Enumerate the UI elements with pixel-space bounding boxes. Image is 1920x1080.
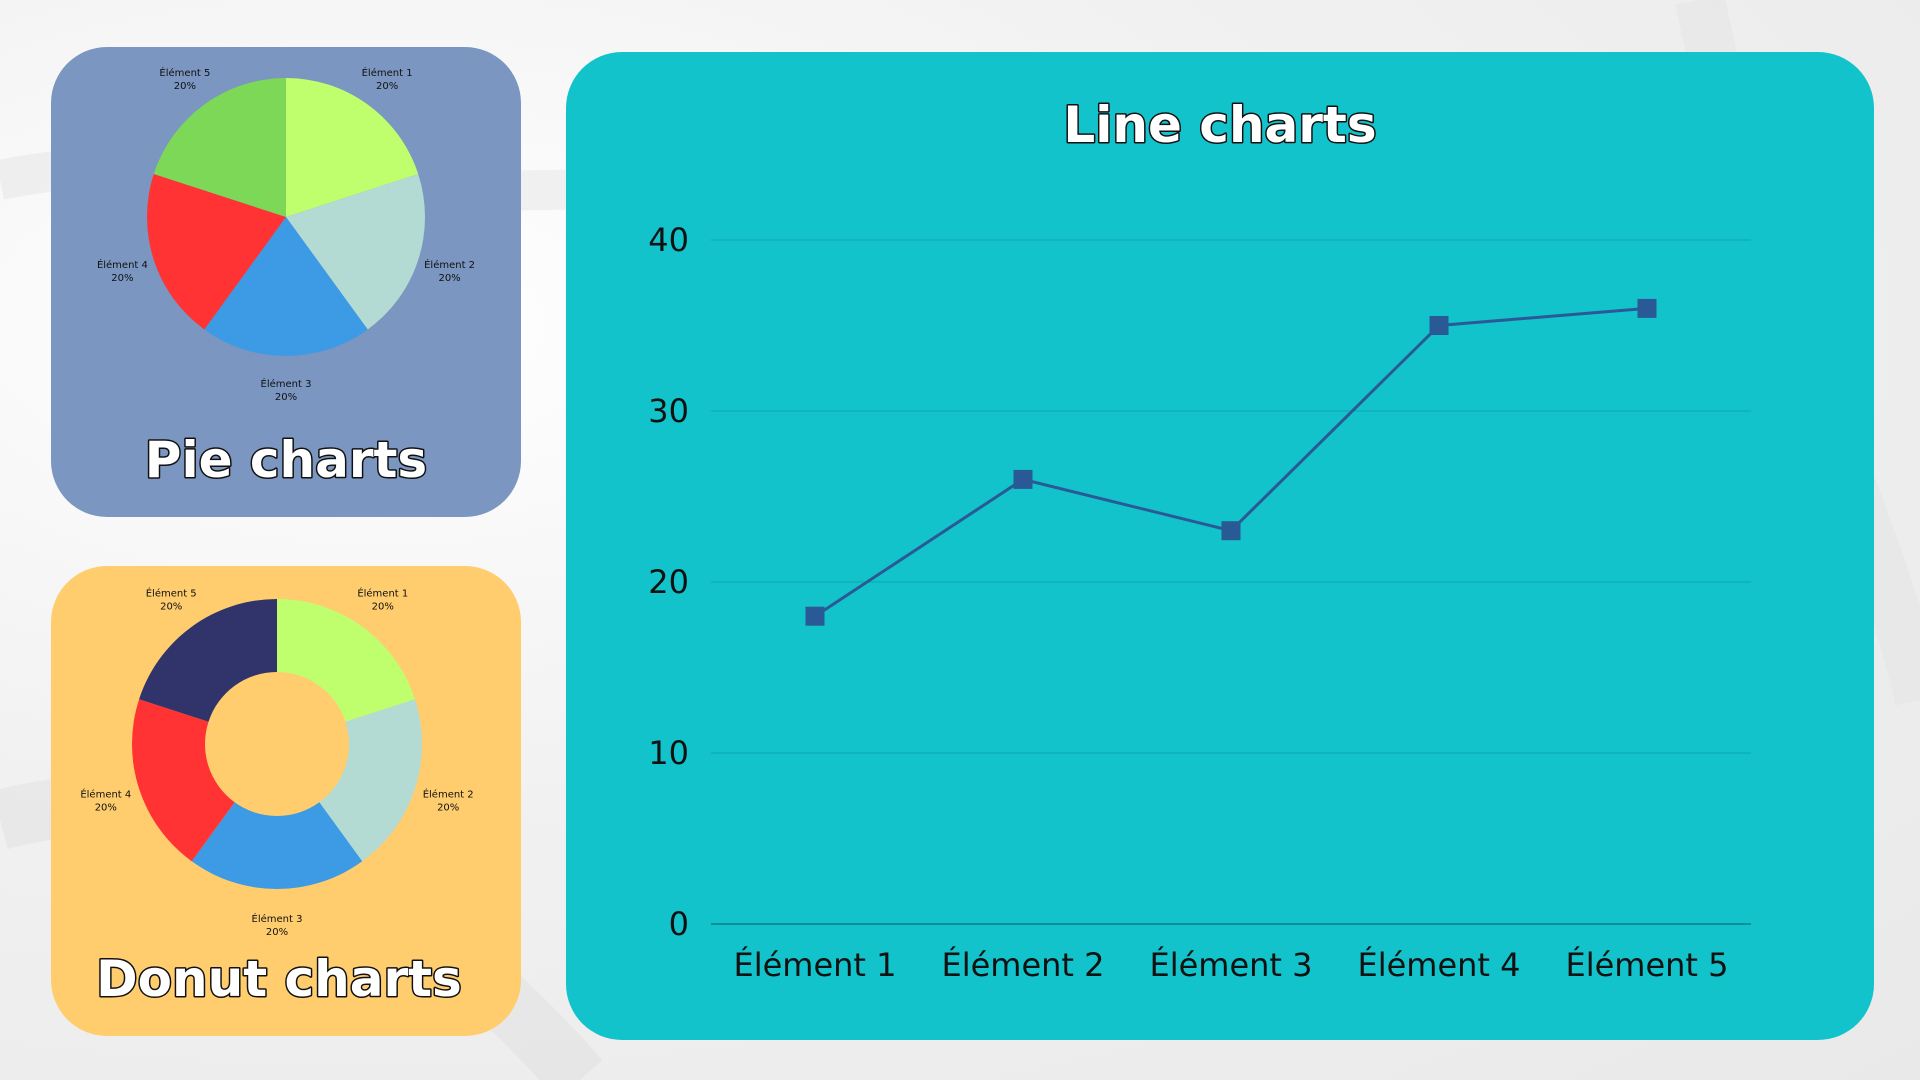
x-tick-label-5: Élément 5	[1565, 946, 1728, 984]
pie-slices	[147, 78, 425, 357]
donut-slice-value-4: 20%	[95, 803, 117, 814]
donut-chart-card: Élément 1 20% Élément 2 20% Élément 3 20% Élém…	[51, 566, 521, 1036]
pie-slice-label-5: Élément 5	[159, 66, 210, 79]
pie-slice-5	[153, 78, 286, 217]
line-markers	[805, 298, 1657, 626]
x-tick-label-1: Élément 1	[733, 946, 896, 984]
line-chart-card: Line charts 0 10 20 30 40 Élément 1 Élément 2…	[566, 52, 1874, 1040]
donut-slice-value-2: 20%	[437, 803, 459, 814]
donut-slice-4	[132, 699, 235, 862]
line-point-3	[1221, 521, 1241, 541]
donut-slice-label-2: Élément 2	[423, 788, 474, 801]
pie-slice-value-1: 20%	[376, 81, 398, 92]
line-chart: Line charts 0 10 20 30 40 Élément 1 Élément 2…	[566, 52, 1874, 1040]
pie-slice-label-1: Élément 1	[362, 66, 413, 79]
line-chart-title: Line charts	[1063, 96, 1376, 154]
pie-slice-4	[147, 174, 286, 330]
donut-card-title: Donut charts	[96, 950, 462, 1008]
donut-slice-label-3: Élément 3	[252, 912, 303, 925]
pie-slice-label-2: Élément 2	[424, 258, 475, 271]
donut-slice-5	[139, 599, 277, 722]
x-tick-label-4: Élément 4	[1357, 946, 1520, 984]
pie-slice-value-3: 20%	[275, 392, 297, 403]
y-tick-label-20: 20	[648, 563, 689, 601]
donut-slices	[132, 599, 423, 889]
donut-slice-label-5: Élément 5	[146, 586, 197, 599]
x-tick-label-3: Élément 3	[1149, 946, 1312, 984]
line-point-2	[1013, 469, 1033, 489]
pie-slice-2	[286, 174, 425, 330]
pie-slice-value-4: 20%	[111, 273, 133, 284]
y-axis-tick-labels: 0 10 20 30 40	[648, 221, 689, 943]
donut-chart: Élément 1 20% Élément 2 20% Élément 3 20% Élém…	[51, 566, 521, 1036]
pie-labels: Élément 1 20% Élément 2 20% Élément 3 20% Élém…	[97, 66, 475, 403]
donut-slice-1	[277, 599, 415, 722]
line-point-1	[805, 606, 825, 626]
y-tick-label-40: 40	[648, 221, 689, 259]
pie-slice-label-4: Élément 4	[97, 258, 148, 271]
pie-slice-3	[204, 217, 368, 357]
pie-slice-1	[286, 78, 419, 217]
line-gridlines	[711, 239, 1751, 925]
pie-chart-card: Élément 1 20% Élément 2 20% Élément 3 20% Élém…	[51, 47, 521, 517]
pie-slice-label-3: Élément 3	[261, 377, 312, 390]
donut-slice-label-1: Élément 1	[357, 586, 408, 599]
pie-chart: Élément 1 20% Élément 2 20% Élément 3 20% Élém…	[51, 47, 521, 517]
donut-labels: Élément 1 20% Élément 2 20% Élément 3 20% Élém…	[80, 586, 473, 938]
donut-slice-3	[191, 802, 363, 889]
x-tick-label-2: Élément 2	[941, 946, 1104, 984]
y-tick-label-30: 30	[648, 392, 689, 430]
donut-slice-label-4: Élément 4	[80, 788, 131, 801]
line-point-5	[1637, 298, 1657, 318]
y-tick-label-10: 10	[648, 734, 689, 772]
y-tick-label-0: 0	[669, 905, 689, 943]
pie-slice-value-2: 20%	[438, 273, 460, 284]
pie-card-title: Pie charts	[145, 431, 427, 489]
line-card-background	[566, 52, 1874, 1040]
donut-slice-value-1: 20%	[372, 601, 394, 612]
line-point-4	[1429, 316, 1449, 335]
pie-slice-value-5: 20%	[174, 81, 196, 92]
donut-slice-value-3: 20%	[266, 927, 288, 938]
donut-slice-2	[319, 699, 423, 862]
donut-slice-value-5: 20%	[160, 601, 182, 612]
x-axis-tick-labels: Élément 1 Élément 2 Élément 3 Élément 4 Élém…	[733, 946, 1728, 984]
